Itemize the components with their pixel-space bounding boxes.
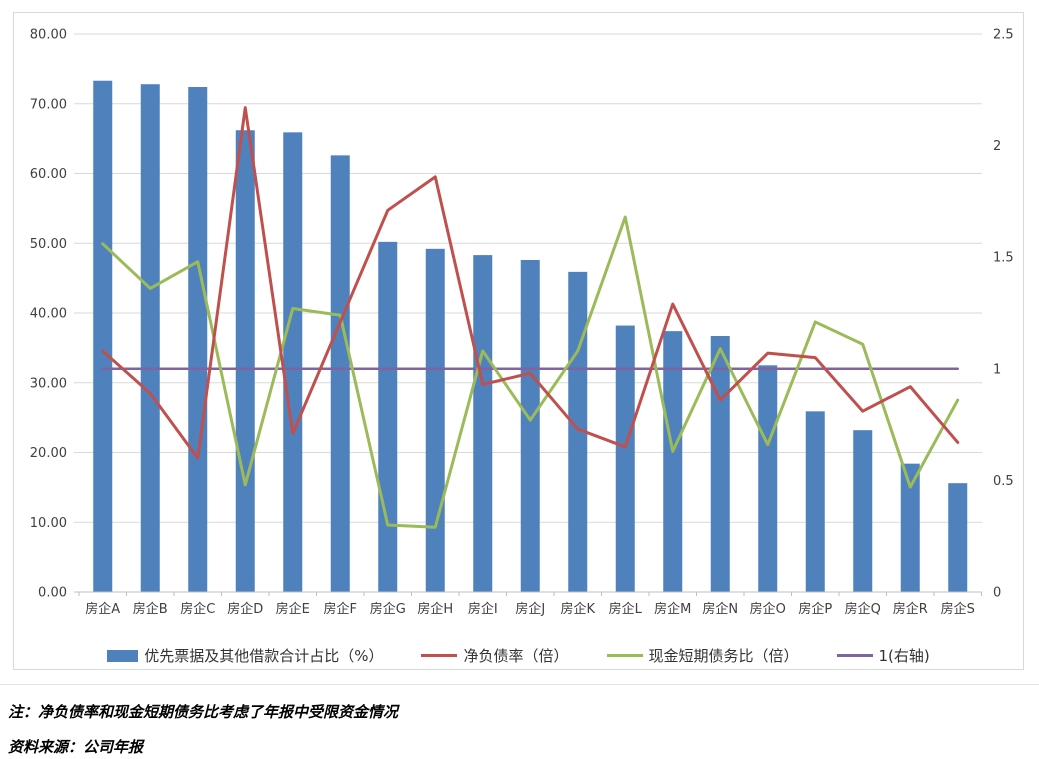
right-axis-tick: 2.5 [993, 28, 1014, 43]
legend-item: 净负债率（倍） [421, 645, 569, 666]
category-label: 房企C [180, 601, 215, 617]
left-axis-tick: 80.00 [30, 28, 67, 43]
bar [568, 271, 588, 592]
legend-label: 1(右轴) [878, 647, 930, 665]
bar-series [93, 80, 968, 593]
bar [283, 132, 303, 592]
right-axis-tick: 1.5 [993, 251, 1014, 266]
left-axis-tick: 30.00 [30, 376, 67, 391]
right-axis-tick: 2 [993, 139, 1001, 154]
left-axis-tick: 10.00 [30, 516, 67, 531]
category-label: 房企O [750, 601, 786, 617]
left-axis-tick: 40.00 [30, 307, 67, 322]
bar [330, 155, 350, 593]
x-axis-ticks [78, 592, 982, 596]
bar [948, 483, 968, 592]
right-axis-tick: 0 [993, 586, 1001, 601]
left-axis-tick: 50.00 [30, 237, 67, 252]
bar [520, 259, 540, 592]
legend-line-swatch [421, 654, 458, 657]
category-label: 房企K [560, 601, 595, 617]
left-axis-tick: 20.00 [30, 446, 67, 461]
category-label: 房企B [133, 601, 168, 617]
bar [473, 255, 493, 593]
left-axis-tick: 70.00 [30, 97, 67, 112]
chart-source: 资料来源：公司年报 [8, 738, 144, 756]
line-series [101, 215, 960, 529]
left-axis-labels: 80.00 70.00 60.00 50.00 40.00 30.00 20.00 10.00… [30, 28, 67, 601]
legend-line-swatch [836, 654, 873, 657]
category-label: 房企P [798, 601, 832, 617]
x-axis-labels: 房企A 房企B 房企C 房企D 房企E 房企F 房企G 房企H 房企I 房企J 房企K 房企L 房企M 房… [85, 601, 975, 617]
left-axis-tick: 60.00 [30, 167, 67, 182]
legend-label: 现金短期债务比（倍） [648, 647, 799, 665]
bar [853, 430, 873, 592]
legend-label: 优先票据及其他借款合计占比（%） [144, 647, 384, 665]
bar [235, 130, 255, 592]
category-label: 房企I [468, 601, 498, 617]
legend-bar-swatch [107, 649, 139, 662]
category-label: 房企L [609, 601, 643, 617]
left-axis-tick: 0.00 [38, 586, 67, 601]
bar [900, 463, 920, 592]
horizontal-divider [0, 684, 1039, 685]
combo-chart: 80.0070.0060.0050.0040.0030.0020.0010.00… [30, 28, 1014, 618]
category-label: 房企A [85, 601, 120, 617]
chart-footnote: 注：净负债率和现金短期债务比考虑了年报中受限资金情况 [8, 703, 399, 721]
chart-legend: 优先票据及其他借款合计占比（%） 净负债率（倍） 现金短期债务比（倍） 1(右轴) [14, 645, 1023, 666]
right-axis-labels: 2.5 2 1.5 1 0.5 0 [993, 28, 1014, 601]
right-axis-tick: 1 [993, 362, 1001, 377]
category-label: 房企E [276, 601, 310, 617]
bar [425, 248, 445, 592]
category-label: 房企F [324, 601, 357, 617]
bar [710, 336, 730, 592]
line-series [101, 106, 960, 460]
bar [378, 241, 398, 593]
legend-item: 优先票据及其他借款合计占比（%） [107, 645, 383, 666]
category-label: 房企S [941, 601, 975, 617]
category-label: 房企J [515, 601, 545, 617]
category-label: 房企N [702, 601, 738, 617]
chart-container: 80.00 70.00 60.00 50.00 40.00 30.00 20.00 10.00… [13, 12, 1024, 670]
bar [663, 331, 683, 592]
category-label: 房企R [893, 601, 928, 617]
bar [140, 84, 160, 592]
bar [615, 325, 635, 592]
category-label: 房企G [370, 601, 406, 617]
legend-line-swatch [606, 654, 643, 657]
legend-label: 净负债率（倍） [463, 647, 569, 665]
right-axis-tick: 0.5 [993, 474, 1014, 489]
category-label: 房企M [654, 601, 691, 617]
bar [805, 411, 825, 592]
category-label: 房企H [417, 601, 453, 617]
legend-item: 1(右轴) [836, 645, 930, 666]
category-label: 房企Q [845, 601, 881, 617]
category-label: 房企D [227, 601, 263, 617]
bar [188, 87, 208, 592]
bar [93, 80, 113, 593]
legend-item: 现金短期债务比（倍） [606, 645, 799, 666]
bar [758, 365, 778, 592]
